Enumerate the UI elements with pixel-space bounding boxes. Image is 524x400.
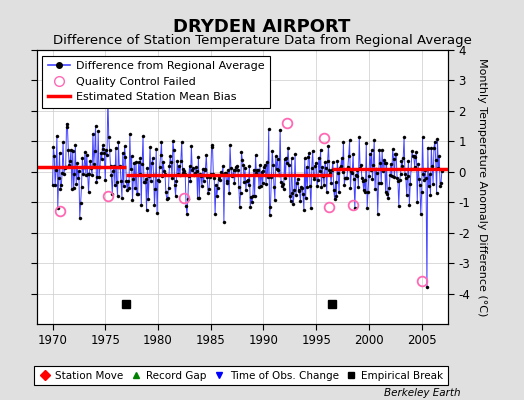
Legend: Difference from Regional Average, Quality Control Failed, Estimated Station Mean: Difference from Regional Average, Qualit… xyxy=(42,56,270,108)
Text: DRYDEN AIRPORT: DRYDEN AIRPORT xyxy=(173,18,351,36)
Legend: Station Move, Record Gap, Time of Obs. Change, Empirical Break: Station Move, Record Gap, Time of Obs. C… xyxy=(34,366,448,385)
Text: Difference of Station Temperature Data from Regional Average: Difference of Station Temperature Data f… xyxy=(52,34,472,47)
Y-axis label: Monthly Temperature Anomaly Difference (°C): Monthly Temperature Anomaly Difference (… xyxy=(477,58,487,316)
Text: Berkeley Earth: Berkeley Earth xyxy=(385,388,461,398)
